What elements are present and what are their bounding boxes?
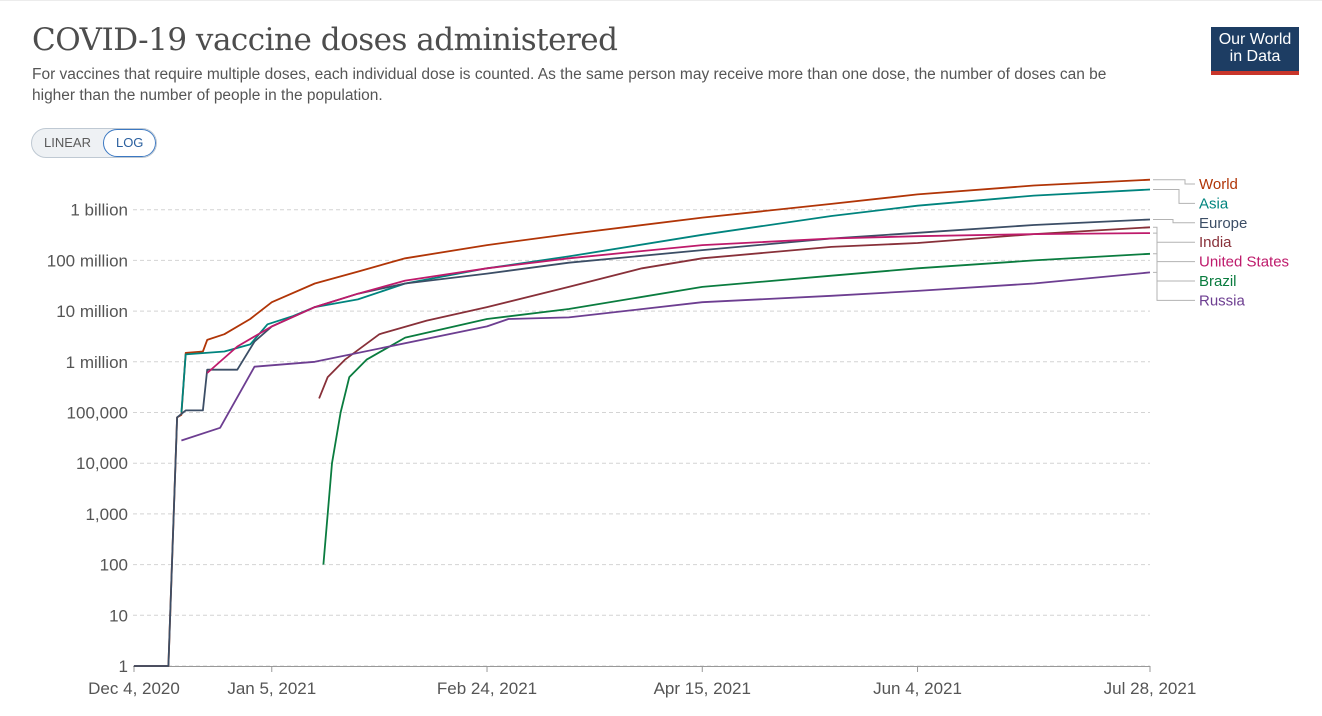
legend-connector <box>1153 253 1195 282</box>
y-tick-label: 1 billion <box>70 201 128 220</box>
legend-label: Russia <box>1199 292 1246 309</box>
legend-label: Brazil <box>1199 273 1237 290</box>
legend-connector <box>1153 232 1195 263</box>
series-line-russia <box>181 271 1151 442</box>
x-tick-label: Jun 4, 2021 <box>873 679 962 698</box>
x-tick-label: Dec 4, 2020 <box>88 679 180 698</box>
linear-scale-button[interactable]: LINEAR <box>44 135 91 150</box>
logo-line-2: in Data <box>1229 48 1281 65</box>
y-tick-label: 10 million <box>56 302 128 321</box>
x-tick-label: Apr 15, 2021 <box>654 679 751 698</box>
x-tick-label: Feb 24, 2021 <box>437 679 537 698</box>
scale-toggle: LINEAR LOG <box>31 128 158 158</box>
y-tick-label: 1 <box>119 657 128 676</box>
y-tick-label: 1,000 <box>85 505 128 524</box>
legend-connector <box>1153 219 1195 224</box>
owid-logo[interactable]: Our World in Data <box>1211 27 1299 75</box>
x-tick-label: Jul 28, 2021 <box>1104 679 1197 698</box>
legend-connector <box>1153 226 1195 243</box>
y-tick-label: 10,000 <box>76 454 128 473</box>
legend-connector <box>1153 189 1195 204</box>
y-tick-label: 1 million <box>66 353 128 372</box>
series-line-world <box>134 178 1151 667</box>
series-line-brazil <box>322 252 1151 565</box>
legend-label: World <box>1199 176 1238 193</box>
chart-subtitle: For vaccines that require multiple doses… <box>32 66 1107 104</box>
y-tick-label: 100 million <box>47 251 128 270</box>
legend-label: Asia <box>1199 195 1229 212</box>
y-tick-label: 10 <box>109 606 128 625</box>
legend-connector <box>1153 271 1195 301</box>
legend-label: United States <box>1199 254 1289 271</box>
log-scale-button[interactable]: LOG <box>102 129 157 157</box>
legend-connector <box>1153 179 1195 185</box>
series-line-united-states <box>206 232 1151 374</box>
logo-line-1: Our World <box>1218 31 1292 48</box>
chart-title: COVID-19 vaccine doses administered <box>32 22 618 58</box>
y-tick-label: 100,000 <box>67 404 128 423</box>
series-line-india <box>318 226 1151 399</box>
legend-label: Europe <box>1199 215 1247 232</box>
y-tick-label: 100 <box>100 556 128 575</box>
series-line-asia <box>180 188 1151 413</box>
legend-label: India <box>1199 234 1232 251</box>
x-tick-label: Jan 5, 2021 <box>227 679 316 698</box>
